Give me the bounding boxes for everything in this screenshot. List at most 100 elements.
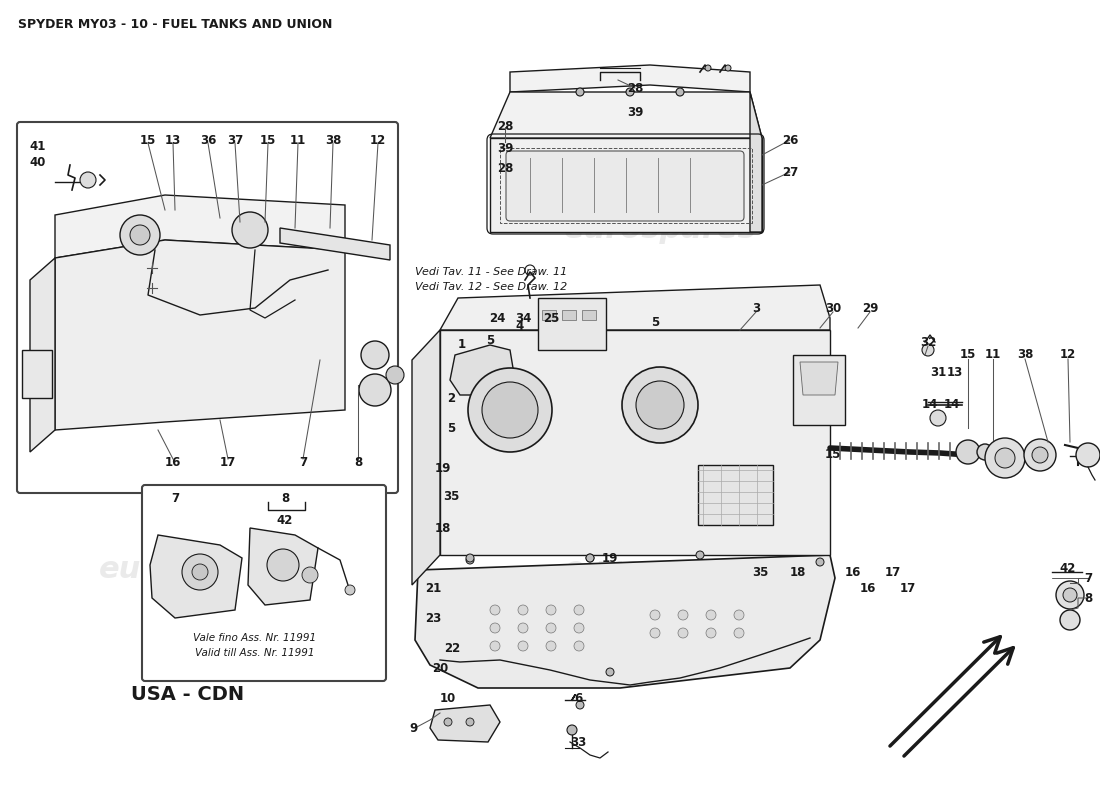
Text: 42: 42 [277,514,294,526]
Text: eurospares: eurospares [563,555,757,585]
Text: 14: 14 [944,398,960,411]
Polygon shape [248,528,318,605]
Text: 15: 15 [260,134,276,146]
Circle shape [586,554,594,562]
Circle shape [574,641,584,651]
Circle shape [80,172,96,188]
Text: 18: 18 [790,566,806,578]
Text: 5: 5 [447,422,455,434]
Circle shape [636,381,684,429]
Circle shape [490,623,500,633]
Text: 1: 1 [458,338,466,351]
Bar [582,310,596,320]
Circle shape [922,344,934,356]
Text: 15: 15 [140,134,156,146]
Polygon shape [30,258,55,452]
Text: 41: 41 [30,141,46,154]
Text: 9: 9 [409,722,417,734]
Circle shape [566,725,578,735]
Bar [22,350,52,398]
Text: 21: 21 [425,582,441,594]
Circle shape [466,554,474,562]
Circle shape [546,641,556,651]
Text: 5: 5 [486,334,494,346]
Circle shape [490,641,500,651]
Text: 28: 28 [497,121,514,134]
Text: 22: 22 [444,642,460,654]
Circle shape [482,382,538,438]
Circle shape [606,668,614,676]
Circle shape [546,605,556,615]
Text: 31: 31 [930,366,946,379]
Text: 13: 13 [165,134,182,146]
Circle shape [650,628,660,638]
Circle shape [956,440,980,464]
Text: 36: 36 [200,134,217,146]
Circle shape [626,88,634,96]
Circle shape [386,366,404,384]
Circle shape [518,623,528,633]
Circle shape [977,444,993,460]
Text: eurospares: eurospares [99,215,292,245]
Circle shape [816,558,824,566]
Text: 17: 17 [900,582,916,594]
Text: 12: 12 [370,134,386,146]
Circle shape [696,551,704,559]
Text: 20: 20 [432,662,448,674]
Bar [698,465,773,525]
Circle shape [192,564,208,580]
Text: 38: 38 [324,134,341,146]
Text: 5: 5 [651,317,659,330]
Circle shape [345,585,355,595]
Text: Vedi Tav. 11 - See Draw. 11: Vedi Tav. 11 - See Draw. 11 [415,267,568,277]
Circle shape [734,628,744,638]
Text: 19: 19 [434,462,451,474]
Text: 39: 39 [627,106,644,118]
Circle shape [444,718,452,726]
Text: 8: 8 [1084,591,1092,605]
Circle shape [518,605,528,615]
Circle shape [621,367,698,443]
Circle shape [1060,610,1080,630]
Circle shape [725,65,732,71]
Text: 23: 23 [425,611,441,625]
Polygon shape [450,345,515,395]
Bar [542,310,556,320]
Text: 35: 35 [751,566,768,578]
Circle shape [676,88,684,96]
Polygon shape [412,330,440,585]
Circle shape [650,610,660,620]
Circle shape [734,610,744,620]
Text: 7: 7 [299,455,307,469]
Text: 6: 6 [574,691,582,705]
Polygon shape [55,195,345,258]
Text: 26: 26 [782,134,799,146]
Circle shape [1063,588,1077,602]
FancyBboxPatch shape [506,151,744,221]
Circle shape [359,374,390,406]
Circle shape [361,341,389,369]
Text: 29: 29 [861,302,878,314]
Circle shape [678,610,688,620]
Circle shape [1024,439,1056,471]
Polygon shape [55,240,345,430]
Circle shape [930,410,946,426]
Text: eurospares: eurospares [563,215,757,245]
Text: 18: 18 [434,522,451,534]
Text: 17: 17 [884,566,901,578]
Text: 35: 35 [443,490,459,503]
Text: 13: 13 [947,366,964,379]
Text: 3: 3 [752,302,760,314]
Text: 2: 2 [447,391,455,405]
Text: 30: 30 [825,302,842,314]
Text: 37: 37 [227,134,243,146]
Text: 10: 10 [440,691,456,705]
Polygon shape [490,138,762,232]
FancyBboxPatch shape [142,485,386,681]
Text: 25: 25 [542,311,559,325]
Circle shape [996,448,1015,468]
Polygon shape [280,228,390,260]
Circle shape [182,554,218,590]
Circle shape [705,65,711,71]
Circle shape [1076,443,1100,467]
